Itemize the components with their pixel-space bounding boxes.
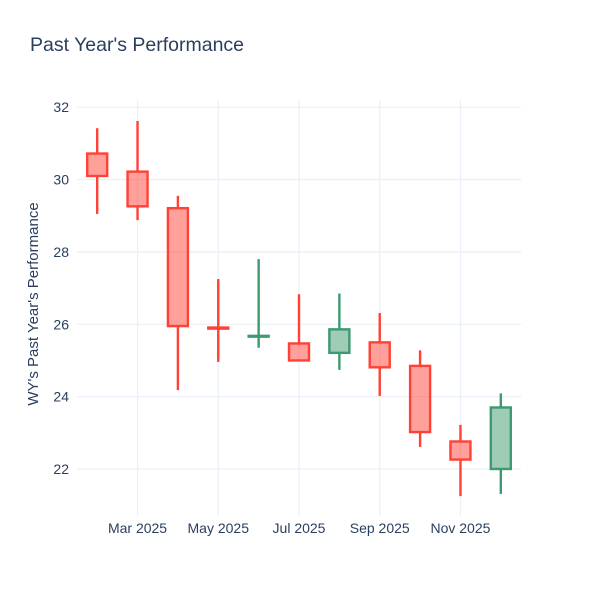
candle-increasing: [247, 259, 270, 348]
candles: [85, 120, 513, 497]
candle-decreasing: [408, 350, 432, 447]
y-tick-label: 30: [53, 172, 69, 188]
candle-decreasing: [207, 279, 230, 362]
candle-body: [328, 328, 351, 355]
y-tick-label: 22: [53, 461, 69, 477]
candle-decreasing: [449, 424, 472, 497]
candle-body: [247, 334, 270, 338]
candle-decreasing: [166, 195, 190, 391]
candle-body: [489, 406, 513, 471]
x-tick-label: May 2025: [188, 520, 250, 536]
y-axis-title: WY's Past Year's Performance: [25, 202, 42, 405]
x-tick-label: Mar 2025: [108, 520, 167, 536]
candle-decreasing: [287, 294, 311, 362]
x-tick-label: Nov 2025: [430, 520, 490, 536]
candle-decreasing: [368, 313, 391, 396]
candle-body: [207, 326, 230, 330]
x-tick-label: Sep 2025: [350, 520, 410, 536]
y-tick-label: 28: [53, 244, 69, 260]
candle-body: [287, 342, 311, 362]
y-tick-label: 32: [53, 99, 69, 115]
candle-body: [166, 206, 190, 328]
candle-body: [449, 440, 472, 461]
tick-labels: 22 24 26 28 30 32 Mar 2025 May 2025 Jul 2025 Sep …: [53, 99, 490, 536]
x-tick-label: Jul 2025: [273, 520, 326, 536]
y-tick-label: 24: [53, 389, 69, 405]
y-tick-label: 26: [53, 316, 69, 332]
candle-body: [408, 364, 432, 434]
candle-increasing: [328, 293, 351, 370]
candle-body: [368, 341, 391, 369]
candle-increasing: [489, 393, 513, 494]
candle-body: [85, 152, 109, 178]
candle-decreasing: [85, 128, 109, 214]
candle-decreasing: [126, 120, 149, 221]
chart-title: Past Year's Performance: [30, 34, 244, 56]
candle-body: [126, 170, 149, 208]
